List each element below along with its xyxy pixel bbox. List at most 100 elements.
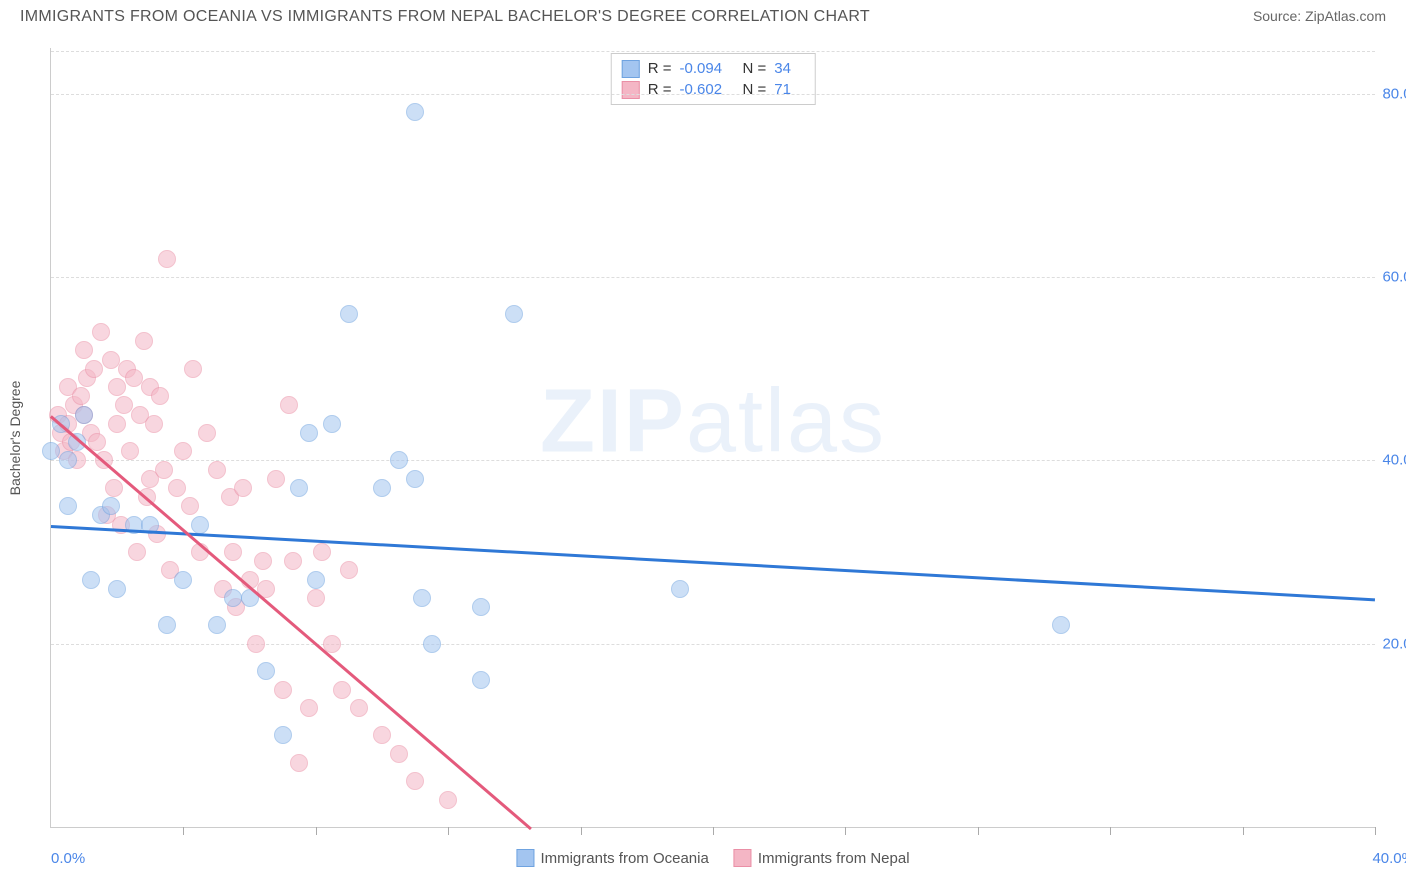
scatter-point [290,754,308,772]
scatter-point [300,424,318,442]
scatter-point [145,415,163,433]
scatter-point [174,442,192,460]
plot-region: 20.0%40.0%60.0%80.0% [51,48,1375,827]
scatter-point [208,461,226,479]
scatter-point [340,561,358,579]
chart-title: IMMIGRANTS FROM OCEANIA VS IMMIGRANTS FR… [20,8,870,26]
scatter-point [472,598,490,616]
scatter-point [406,470,424,488]
scatter-point [184,360,202,378]
scatter-point [72,387,90,405]
x-tick [713,827,714,835]
scatter-point [267,470,285,488]
scatter-point [300,699,318,717]
series-legend-item: Immigrants from Nepal [734,849,910,867]
scatter-point [290,479,308,497]
scatter-point [115,396,133,414]
scatter-point [234,479,252,497]
scatter-point [350,699,368,717]
x-tick [978,827,979,835]
scatter-point [151,387,169,405]
scatter-point [198,424,216,442]
scatter-point [125,369,143,387]
scatter-point [121,442,139,460]
x-tick [316,827,317,835]
chart-source: Source: ZipAtlas.com [1253,8,1386,24]
scatter-point [208,616,226,634]
scatter-point [191,516,209,534]
scatter-point [168,479,186,497]
x-tick [1243,827,1244,835]
x-axis-min-label: 0.0% [51,850,85,867]
scatter-point [323,415,341,433]
legend-swatch [516,849,534,867]
scatter-point [505,305,523,323]
scatter-point [671,580,689,598]
scatter-point [135,332,153,350]
scatter-point [406,772,424,790]
scatter-point [390,451,408,469]
y-tick-label: 80.0% [1380,85,1406,102]
scatter-point [257,662,275,680]
scatter-point [1052,616,1070,634]
x-tick [1375,827,1376,835]
scatter-point [307,589,325,607]
series-legend-item: Immigrants from Oceania [516,849,708,867]
chart-header: IMMIGRANTS FROM OCEANIA VS IMMIGRANTS FR… [0,0,1406,40]
scatter-point [472,671,490,689]
scatter-point [413,589,431,607]
scatter-point [406,103,424,121]
scatter-point [102,351,120,369]
gridline [51,94,1375,95]
gridline [51,51,1375,52]
scatter-point [280,396,298,414]
scatter-point [313,543,331,561]
scatter-point [42,442,60,460]
scatter-point [155,461,173,479]
y-tick-label: 60.0% [1380,269,1406,286]
scatter-point [423,635,441,653]
scatter-point [105,479,123,497]
scatter-point [158,616,176,634]
scatter-point [373,726,391,744]
scatter-point [92,323,110,341]
x-tick [1110,827,1111,835]
chart-plot-area: Bachelor's Degree ZIPatlas R =-0.094N =3… [50,48,1375,828]
scatter-point [75,406,93,424]
scatter-point [75,341,93,359]
scatter-point [224,589,242,607]
scatter-point [224,543,242,561]
gridline [51,277,1375,278]
scatter-point [82,571,100,589]
scatter-point [158,250,176,268]
scatter-point [307,571,325,589]
legend-swatch [734,849,752,867]
scatter-point [59,497,77,515]
x-tick [448,827,449,835]
scatter-point [108,415,126,433]
scatter-point [439,791,457,809]
scatter-point [340,305,358,323]
series-legend: Immigrants from Oceania Immigrants from N… [516,849,909,867]
scatter-point [333,681,351,699]
x-tick [581,827,582,835]
legend-label: Immigrants from Oceania [540,850,708,867]
gridline [51,460,1375,461]
scatter-point [274,681,292,699]
scatter-point [390,745,408,763]
scatter-point [181,497,199,515]
x-axis-max-label: 40.0% [1372,850,1406,867]
scatter-point [284,552,302,570]
legend-label: Immigrants from Nepal [758,850,910,867]
scatter-point [102,497,120,515]
x-tick [183,827,184,835]
scatter-point [108,378,126,396]
scatter-point [274,726,292,744]
scatter-point [108,580,126,598]
scatter-point [85,360,103,378]
y-tick-label: 20.0% [1380,635,1406,652]
y-tick-label: 40.0% [1380,452,1406,469]
y-axis-label: Bachelor's Degree [7,380,23,495]
scatter-point [254,552,272,570]
x-tick [845,827,846,835]
